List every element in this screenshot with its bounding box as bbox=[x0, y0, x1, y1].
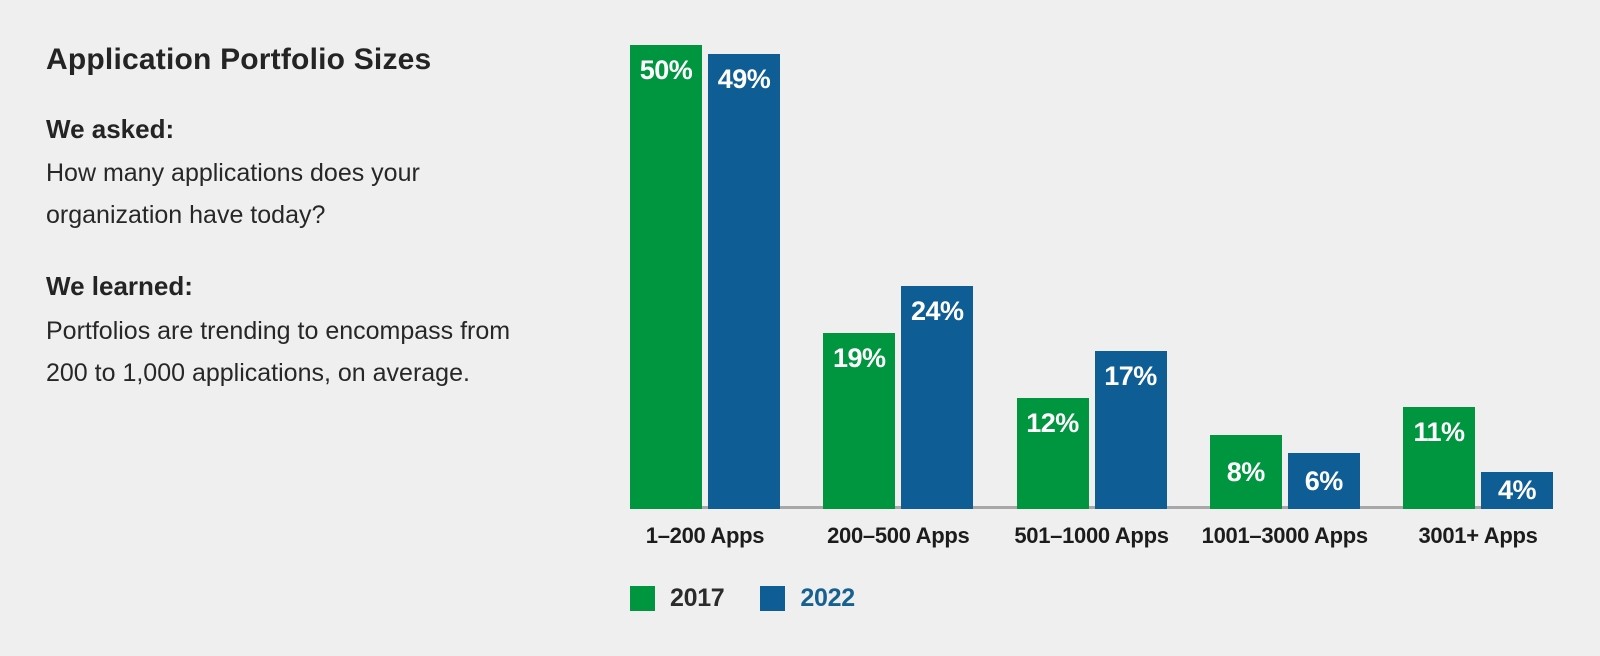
bar-value-label: 50% bbox=[639, 55, 693, 85]
bar-value-label: 24% bbox=[910, 296, 964, 326]
legend-item-2017: 2017 bbox=[630, 584, 725, 613]
bar-group: 8% 6% 1001–3000 Apps bbox=[1202, 0, 1368, 548]
chart-legend: 2017 2022 bbox=[630, 584, 855, 613]
x-axis-line bbox=[630, 506, 1553, 509]
bar-group: 12% 17% 501–1000 Apps bbox=[1014, 0, 1169, 548]
legend-swatch bbox=[630, 586, 655, 611]
we-asked-text: How many applications does your organiza… bbox=[46, 159, 420, 229]
bar-groups: 50% 49% 1–200 Apps 19% 24% 200–500 Apps 12% 17%… bbox=[630, 0, 1553, 548]
bar-value-label: 49% bbox=[717, 64, 771, 94]
legend-item-2022: 2022 bbox=[760, 584, 855, 613]
bar-value-label: 6% bbox=[1304, 465, 1344, 496]
bar-value-label: 4% bbox=[1497, 475, 1537, 505]
chart-title: Application Portfolio Sizes bbox=[46, 43, 432, 76]
legend-label: 2017 bbox=[670, 584, 725, 612]
summary-panel: Application Portfolio Sizes We asked: Ho… bbox=[46, 42, 516, 394]
bar-value-label: 12% bbox=[1026, 408, 1079, 438]
bar-2022: 4% bbox=[1481, 472, 1553, 509]
bar-2017: 11% bbox=[1403, 407, 1475, 509]
bar-2022: 17% bbox=[1094, 351, 1167, 509]
x-axis-label: 3001+ Apps bbox=[1418, 523, 1538, 548]
x-axis-label: 501–1000 Apps bbox=[1014, 523, 1169, 548]
bar-value-label: 17% bbox=[1104, 361, 1157, 391]
bar-group: 50% 49% 1–200 Apps bbox=[630, 0, 780, 548]
bar-2017: 19% bbox=[823, 333, 896, 509]
bar-2022: 24% bbox=[901, 286, 974, 509]
bar-2022: 49% bbox=[708, 54, 780, 509]
bar-value-label: 19% bbox=[832, 343, 886, 373]
x-axis-label: 1–200 Apps bbox=[645, 523, 765, 548]
bar-value-label: 11% bbox=[1413, 417, 1465, 447]
bar-group: 11% 4% 3001+ Apps bbox=[1403, 0, 1553, 548]
bar-2017: 8% bbox=[1209, 435, 1282, 509]
we-learned-text: Portfolios are trending to encompass fro… bbox=[46, 317, 511, 387]
bar-value-label: 8% bbox=[1226, 456, 1266, 487]
legend-label: 2022 bbox=[800, 584, 855, 612]
x-axis-label: 1001–3000 Apps bbox=[1201, 523, 1369, 548]
bar-group: 19% 24% 200–500 Apps bbox=[823, 0, 974, 548]
bar-2017: 12% bbox=[1016, 398, 1089, 509]
legend-swatch bbox=[760, 586, 786, 611]
x-axis-label: 200–500 Apps bbox=[827, 523, 970, 548]
we-asked-heading: We asked: bbox=[46, 114, 175, 144]
bar-2022: 6% bbox=[1287, 453, 1360, 509]
bar-2017: 50% bbox=[630, 45, 702, 509]
we-learned-heading: We learned: bbox=[46, 271, 193, 301]
